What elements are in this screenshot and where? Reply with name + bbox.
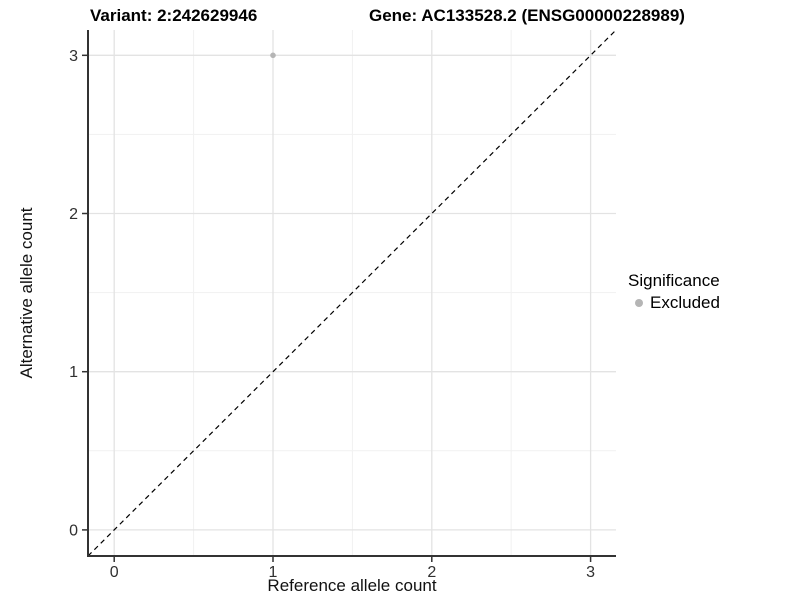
variant-title: Variant: 2:242629946: [90, 6, 258, 25]
legend-item-excluded: Excluded: [628, 293, 720, 313]
legend-point-icon: [635, 299, 643, 307]
legend-key: [628, 293, 650, 313]
x-tick-label: 3: [586, 564, 595, 581]
identity-line: [87, 29, 617, 557]
y-tick-label: 3: [69, 48, 78, 65]
legend-title: Significance: [628, 271, 720, 290]
legend: Significance Excluded: [628, 271, 720, 313]
legend-item-label: Excluded: [650, 293, 720, 312]
y-tick-label: 1: [69, 364, 78, 381]
y-axis-label: Alternative allele count: [17, 207, 36, 379]
gene-title: Gene: AC133528.2 (ENSG00000228989): [369, 6, 685, 25]
x-tick-label: 2: [427, 564, 436, 581]
data-point: [270, 52, 276, 59]
x-tick-label: 0: [110, 564, 119, 581]
x-tick-label: 1: [269, 564, 278, 581]
x-axis-label: Reference allele count: [267, 576, 437, 595]
y-tick-label: 0: [69, 522, 78, 539]
y-tick-label: 2: [69, 206, 78, 223]
